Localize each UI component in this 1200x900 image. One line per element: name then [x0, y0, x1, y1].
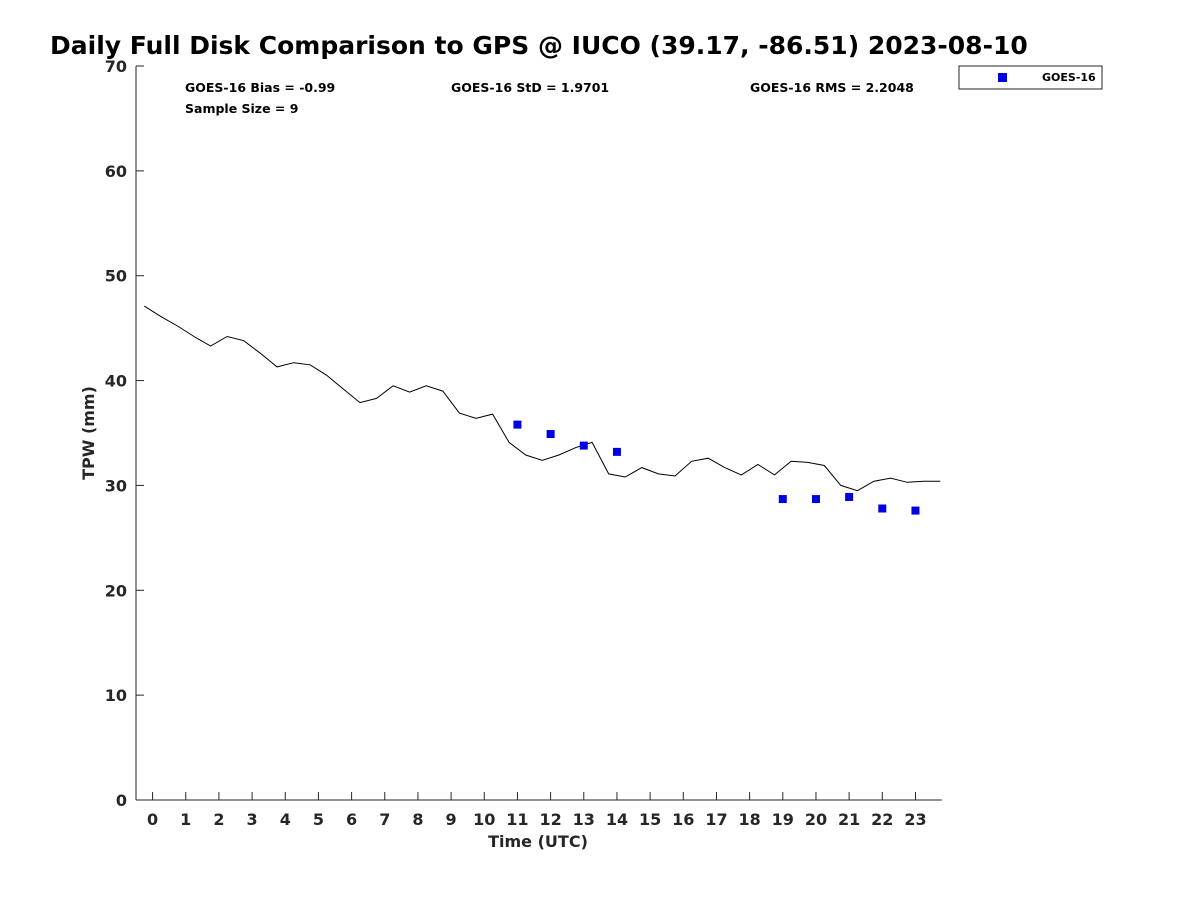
goes16-point [579, 441, 588, 450]
legend: GOES-16 [958, 65, 1103, 90]
rms-stat: GOES-16 RMS = 2.2048 [750, 80, 914, 95]
x-tick-label: 19 [772, 810, 794, 829]
x-tick-label: 17 [705, 810, 727, 829]
goes16-point [546, 430, 555, 439]
goes16-point [911, 506, 920, 515]
goes16-point [845, 492, 854, 501]
x-tick-label: 22 [871, 810, 893, 829]
x-tick-label: 21 [838, 810, 860, 829]
goes16-point [612, 447, 621, 456]
x-tick-label: 12 [539, 810, 561, 829]
x-ticks: 0 1 2 3 4 5 6 7 8 9 10 11 12 13 14 15 16 17 18 19 20 21 22 23 [147, 792, 927, 829]
x-tick-label: 3 [247, 810, 258, 829]
goes16-point [513, 420, 522, 429]
legend-marker [998, 73, 1007, 82]
goes16-point [778, 495, 787, 504]
x-tick-label: 6 [346, 810, 357, 829]
plot-area [144, 305, 941, 515]
y-tick-label: 0 [116, 791, 127, 810]
legend-label: GOES-16 [1042, 71, 1096, 84]
gps-tpw-line [144, 305, 941, 492]
x-tick-label: 10 [473, 810, 495, 829]
x-tick-label: 5 [313, 810, 324, 829]
y-tick-label: 70 [105, 57, 127, 76]
goes16-point [878, 504, 887, 513]
y-tick-label: 60 [105, 162, 127, 181]
x-tick-label: 13 [573, 810, 595, 829]
x-tick-label: 1 [180, 810, 191, 829]
y-ticks: 0 10 20 30 40 50 60 70 [105, 57, 144, 810]
x-tick-label: 9 [446, 810, 457, 829]
x-tick-label: 15 [639, 810, 661, 829]
x-tick-label: 4 [280, 810, 291, 829]
bias-stat: GOES-16 Bias = -0.99 [185, 80, 335, 95]
x-tick-label: 16 [672, 810, 694, 829]
std-stat: GOES-16 StD = 1.9701 [451, 80, 609, 95]
x-axis-label: Time (UTC) [488, 832, 588, 851]
x-tick-label: 7 [379, 810, 390, 829]
legend-box [958, 65, 1103, 90]
x-tick-label: 18 [738, 810, 760, 829]
y-tick-label: 50 [105, 267, 127, 286]
goes16-point [811, 495, 820, 504]
x-tick-label: 14 [606, 810, 628, 829]
chart-title: Daily Full Disk Comparison to GPS @ IUCO… [50, 31, 1028, 60]
x-tick-label: 20 [805, 810, 827, 829]
y-axis-label: TPW (mm) [79, 386, 98, 480]
sample-size-stat: Sample Size = 9 [185, 101, 298, 116]
axes [135, 66, 942, 801]
x-tick-label: 0 [147, 810, 158, 829]
x-tick-label: 2 [213, 810, 224, 829]
y-tick-label: 20 [105, 581, 127, 600]
y-tick-label: 30 [105, 476, 127, 495]
x-tick-label: 8 [412, 810, 423, 829]
x-tick-label: 11 [506, 810, 528, 829]
y-tick-label: 40 [105, 372, 127, 391]
x-tick-label: 23 [904, 810, 926, 829]
y-tick-label: 10 [105, 686, 127, 705]
